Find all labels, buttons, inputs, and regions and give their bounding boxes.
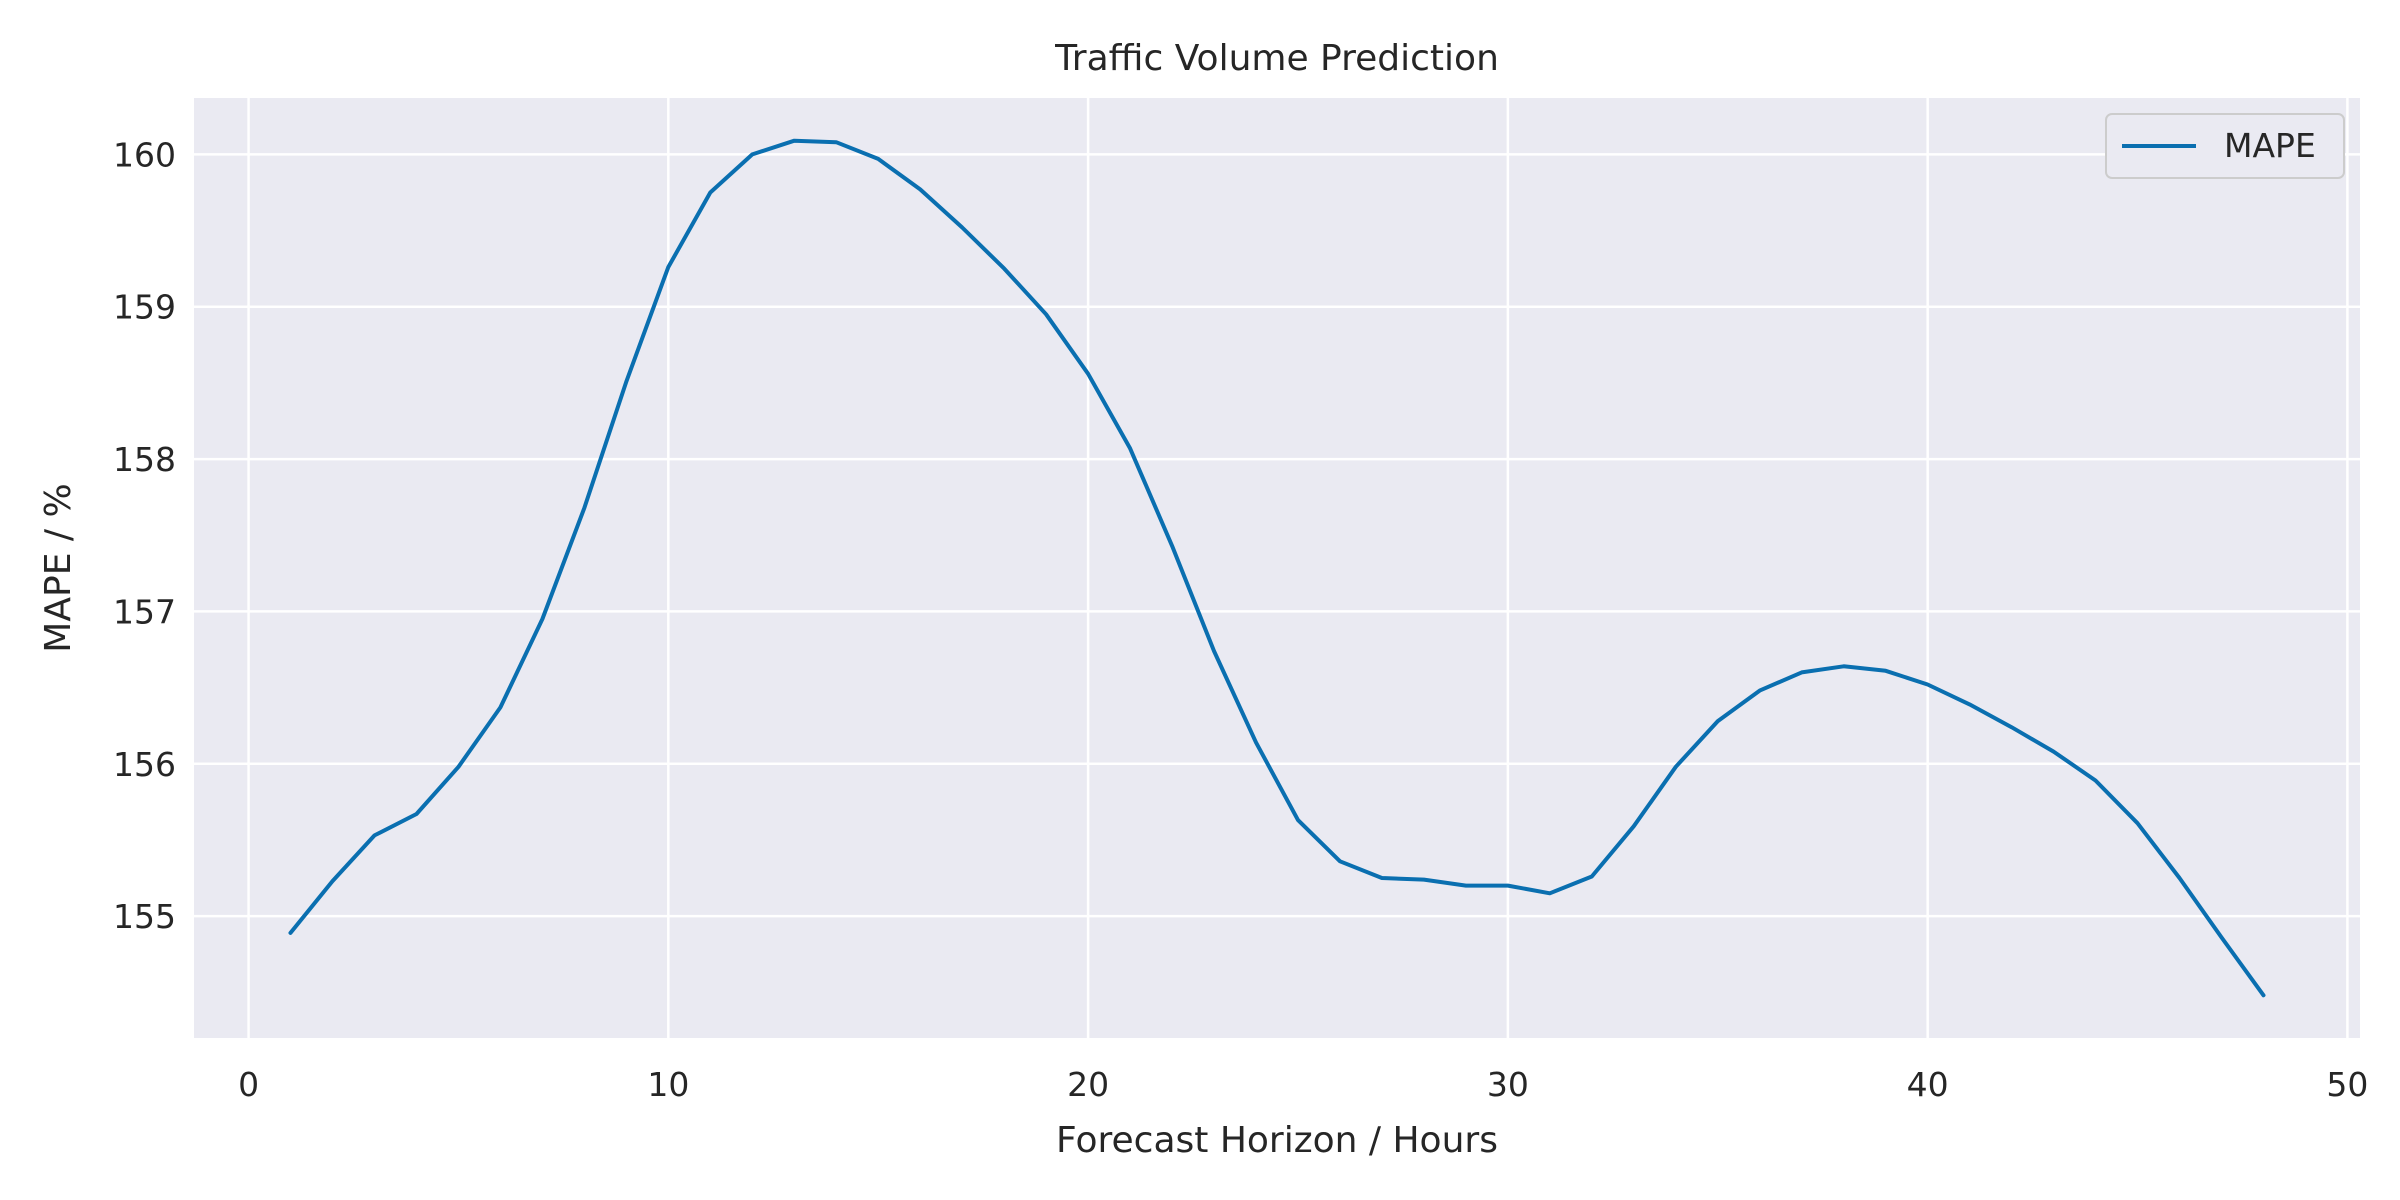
y-tick-label: 156: [113, 745, 176, 784]
y-axis-title: MAPE / %: [38, 483, 79, 652]
legend-box: [2105, 113, 2345, 179]
y-tick-label: 155: [113, 897, 176, 936]
x-tick-label: 20: [1067, 1065, 1109, 1104]
x-gridlines: [247, 98, 2349, 1038]
x-tick-label: 50: [2326, 1065, 2368, 1104]
series-layer: [288, 138, 2266, 998]
y-tick-label: 160: [113, 135, 176, 174]
plot-area: [194, 98, 2360, 1038]
x-tick-label: 0: [238, 1065, 259, 1104]
x-tick-labels: 0 10 20 30 40 50: [238, 1065, 2368, 1104]
chart-title: Traffic Volume Prediction: [1054, 38, 1499, 79]
series-line-mape: [288, 138, 2266, 998]
legend: MAPE: [2105, 113, 2345, 179]
y-tick-label: 159: [113, 288, 176, 327]
y-tick-label: 158: [113, 440, 176, 479]
y-gridlines: [194, 153, 2360, 918]
y-tick-label: 157: [113, 592, 176, 631]
x-axis-title: Forecast Horizon / Hours: [1056, 1120, 1498, 1161]
legend-label-mape: MAPE: [2224, 126, 2316, 165]
x-tick-label: 10: [647, 1065, 689, 1104]
x-tick-label: 40: [1907, 1065, 1949, 1104]
x-tick-label: 30: [1487, 1065, 1529, 1104]
y-tick-labels: 155 156 157 158 159 160: [113, 135, 176, 936]
